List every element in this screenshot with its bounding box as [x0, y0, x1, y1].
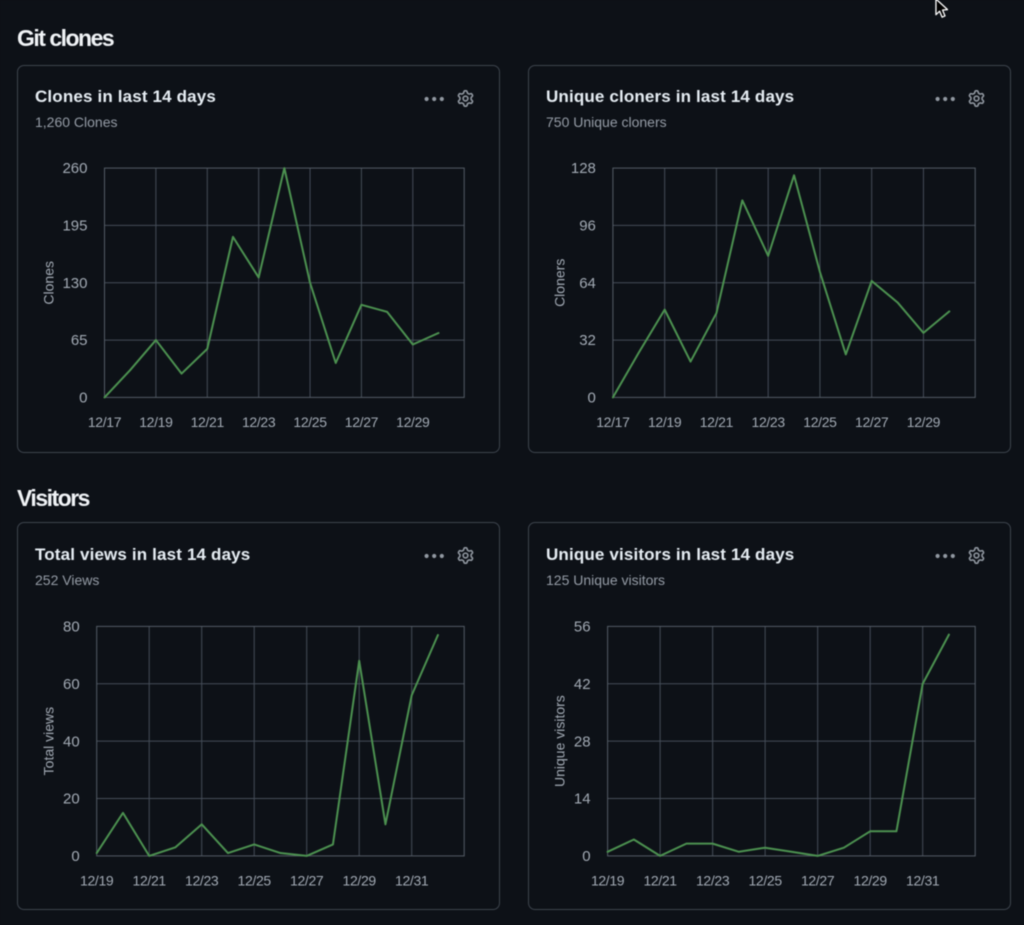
svg-text:12/27: 12/27: [290, 873, 324, 889]
svg-text:12/31: 12/31: [395, 873, 429, 889]
svg-text:96: 96: [579, 218, 596, 235]
svg-text:12/25: 12/25: [238, 873, 272, 889]
svg-text:0: 0: [79, 390, 87, 407]
svg-text:12/25: 12/25: [293, 414, 327, 430]
svg-text:12/23: 12/23: [696, 873, 730, 889]
svg-text:12/23: 12/23: [752, 414, 786, 430]
svg-text:260: 260: [62, 160, 87, 177]
svg-text:12/25: 12/25: [748, 873, 782, 889]
svg-text:40: 40: [63, 733, 80, 750]
svg-text:12/27: 12/27: [801, 873, 835, 889]
svg-text:14: 14: [574, 791, 591, 808]
svg-text:12/21: 12/21: [191, 414, 225, 430]
svg-text:80: 80: [63, 619, 80, 636]
svg-text:12/17: 12/17: [88, 414, 122, 430]
svg-text:56: 56: [574, 619, 591, 636]
svg-text:Unique visitors: Unique visitors: [551, 695, 567, 787]
svg-text:0: 0: [588, 390, 596, 407]
svg-text:12/27: 12/27: [855, 414, 889, 430]
svg-text:65: 65: [71, 332, 88, 349]
svg-text:12/23: 12/23: [242, 414, 276, 430]
svg-text:12/23: 12/23: [185, 873, 219, 889]
svg-text:12/29: 12/29: [907, 414, 941, 430]
svg-text:12/29: 12/29: [396, 414, 430, 430]
svg-text:64: 64: [579, 275, 596, 292]
svg-text:12/19: 12/19: [139, 414, 173, 430]
svg-text:12/31: 12/31: [906, 873, 940, 889]
svg-text:0: 0: [71, 848, 79, 865]
svg-text:12/25: 12/25: [803, 414, 837, 430]
svg-text:20: 20: [63, 791, 80, 808]
svg-text:Total views: Total views: [40, 707, 56, 775]
svg-text:12/19: 12/19: [80, 873, 114, 889]
svg-text:130: 130: [62, 275, 87, 292]
svg-text:12/29: 12/29: [343, 873, 377, 889]
svg-text:28: 28: [574, 733, 591, 750]
svg-text:Clones: Clones: [40, 261, 56, 305]
svg-text:0: 0: [582, 848, 590, 865]
svg-text:Cloners: Cloners: [551, 259, 567, 307]
svg-text:12/19: 12/19: [591, 873, 625, 889]
svg-text:12/21: 12/21: [133, 873, 167, 889]
svg-text:12/21: 12/21: [643, 873, 677, 889]
svg-text:12/29: 12/29: [854, 873, 888, 889]
svg-text:42: 42: [574, 676, 591, 693]
svg-text:60: 60: [63, 676, 80, 693]
svg-text:128: 128: [571, 160, 596, 177]
svg-text:32: 32: [579, 332, 596, 349]
svg-text:12/21: 12/21: [700, 414, 734, 430]
svg-text:195: 195: [62, 218, 87, 235]
svg-text:12/17: 12/17: [596, 414, 630, 430]
svg-text:12/19: 12/19: [648, 414, 682, 430]
svg-text:12/27: 12/27: [345, 414, 379, 430]
